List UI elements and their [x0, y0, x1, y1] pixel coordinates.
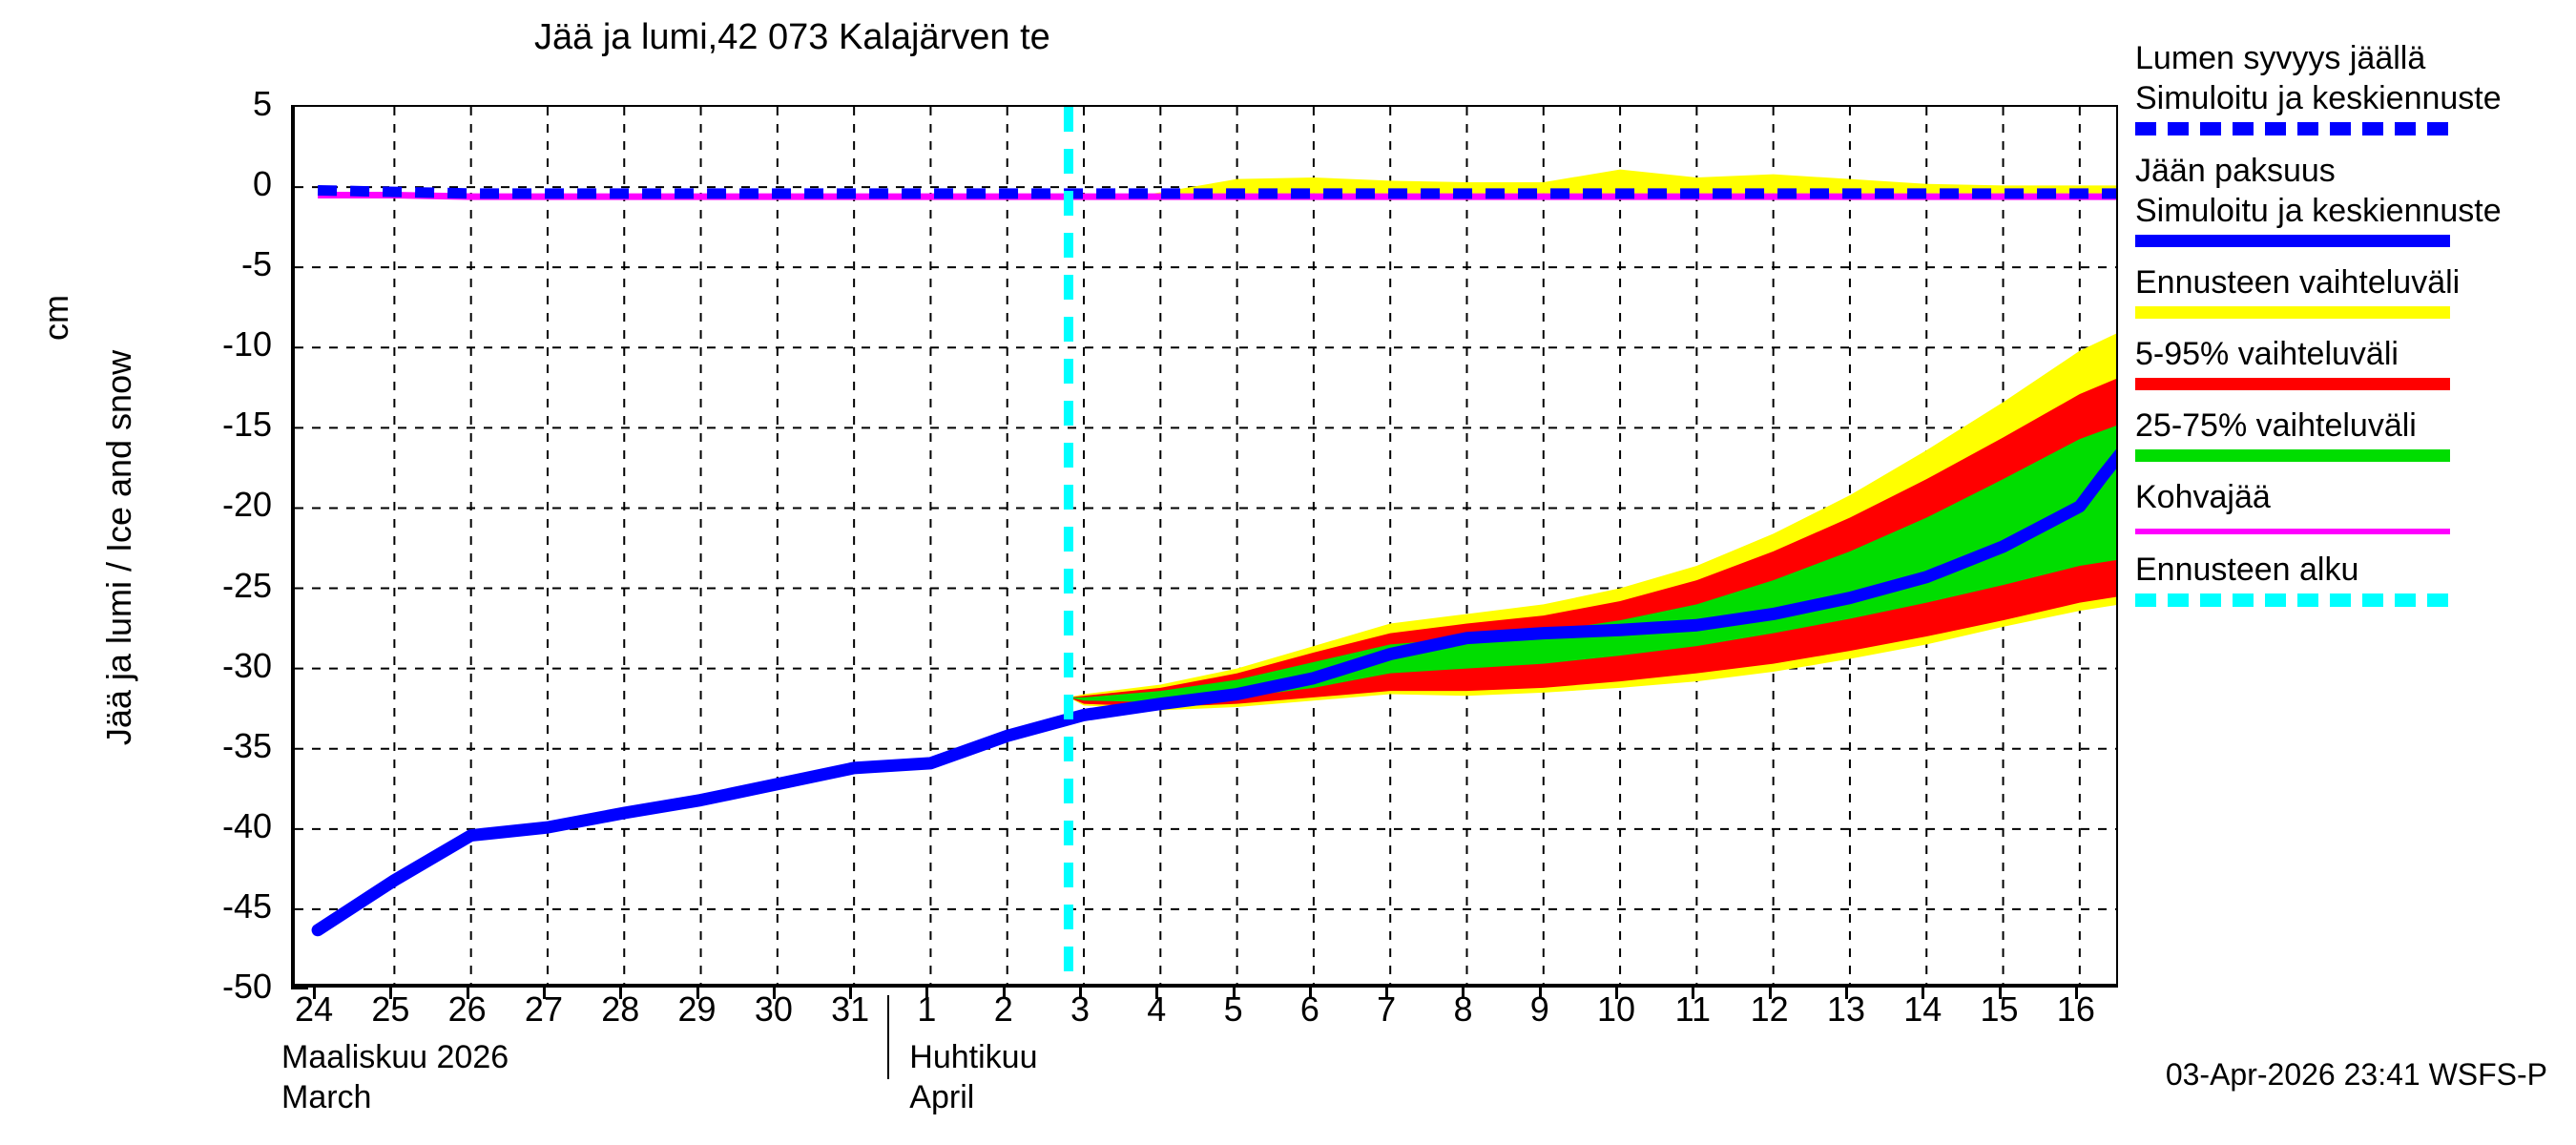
x-tick-mark	[1615, 988, 1619, 999]
legend-swatch	[2135, 306, 2450, 319]
legend-swatch	[2135, 449, 2450, 462]
chart-canvas	[295, 107, 2116, 984]
y-tick-label: -30	[221, 645, 272, 685]
x-tick-mark	[619, 988, 623, 999]
band-25-75% vaihteluväli	[1068, 426, 2116, 702]
x-tick-mark	[1768, 988, 1772, 999]
chart-legend: Lumen syvyys jäällä Simuloitu ja keskienn…	[2135, 38, 2576, 622]
legend-item-title: Kohvajää	[2135, 479, 2271, 515]
legend-item-title: Lumen syvyys jäällä	[2135, 40, 2426, 76]
x-tick-label: 3	[1070, 989, 1091, 1029]
x-tick-mark	[1922, 988, 1925, 999]
month1-en: March	[281, 1079, 372, 1115]
y-tick-label: -35	[221, 725, 272, 765]
legend-swatch	[2135, 235, 2450, 247]
x-tick-mark	[542, 988, 546, 999]
month-label-april: Huhtikuu April	[909, 1037, 1037, 1117]
legend-item: 25-75% vaihteluväli	[2135, 406, 2576, 462]
y-tick-label: -10	[221, 324, 272, 364]
legend-item: Jään paksuus Simuloitu ja keskiennuste	[2135, 151, 2576, 247]
legend-item: Kohvajää	[2135, 477, 2576, 534]
x-tick-mark	[1155, 988, 1159, 999]
x-tick-label: 4	[1147, 989, 1167, 1029]
footer-timestamp: 03-Apr-2026 23:41 WSFS-P	[2165, 1057, 2547, 1092]
y-tick-label: -5	[240, 244, 272, 284]
x-tick-mark	[1232, 988, 1236, 999]
x-tick-mark	[1462, 988, 1465, 999]
legend-swatch	[2135, 529, 2450, 534]
y-tick-label: -15	[221, 405, 272, 445]
x-tick-mark	[1998, 988, 2002, 999]
band-5-95% vaihteluväli	[1068, 379, 2116, 707]
legend-swatch	[2135, 122, 2450, 135]
legend-item: Ennusteen alku	[2135, 550, 2576, 607]
x-tick-mark	[1538, 988, 1542, 999]
x-tick-label: 6	[1299, 989, 1319, 1029]
band-Lumen vaihteluväli (yläreuna)	[1153, 169, 2116, 194]
month1-fi: Maaliskuu 2026	[281, 1039, 509, 1075]
y-tick-label: -45	[221, 885, 272, 926]
y-tick-label: -25	[221, 565, 272, 605]
x-tick-mark	[1844, 988, 1848, 999]
y-tick-label: -50	[221, 967, 272, 1006]
x-tick-label: 1	[917, 989, 937, 1029]
x-tick-mark	[1385, 988, 1389, 999]
legend-item-title: Jään paksuus	[2135, 153, 2336, 189]
x-tick-mark	[2074, 988, 2078, 999]
legend-item: Lumen syvyys jäällä Simuloitu ja keskienn…	[2135, 38, 2576, 135]
snow-depth-line	[317, 184, 2116, 199]
x-tick-mark	[1002, 988, 1006, 999]
legend-item-title: Ennusteen alku	[2135, 552, 2359, 588]
y-axis-unit: cm	[36, 294, 75, 341]
legend-item-subtitle: Simuloitu ja keskiennuste	[2135, 80, 2502, 116]
x-tick-mark	[313, 988, 317, 999]
legend-item-subtitle: Simuloitu ja keskiennuste	[2135, 193, 2502, 229]
x-tick-mark	[925, 988, 929, 999]
legend-item-title: Ennusteen vaihteluväli	[2135, 264, 2461, 301]
uncertainty-bands	[1068, 169, 2116, 711]
legend-item: 5-95% vaihteluväli	[2135, 334, 2576, 390]
x-tick-mark	[1308, 988, 1312, 999]
x-tick-label: 8	[1453, 989, 1473, 1029]
x-tick-mark	[1692, 988, 1695, 999]
month-label-march: Maaliskuu 2026 March	[281, 1037, 509, 1117]
y-tick-label: 0	[252, 164, 272, 204]
x-tick-mark	[849, 988, 853, 999]
y-tick-label: 5	[252, 84, 272, 123]
x-tick-mark	[466, 988, 469, 999]
x-tick-label: 2	[993, 989, 1013, 1029]
legend-swatch	[2135, 378, 2450, 390]
legend-item: Ennusteen vaihteluväli	[2135, 262, 2576, 319]
legend-swatch	[2135, 593, 2450, 607]
y-tick-label: -20	[221, 485, 272, 525]
legend-item-title: 5-95% vaihteluväli	[2135, 336, 2399, 372]
y-axis-title: Jää ja lumi / Ice and snow	[99, 349, 138, 745]
month2-en: April	[909, 1079, 975, 1115]
x-tick-mark	[696, 988, 699, 999]
x-tick-label: 5	[1223, 989, 1243, 1029]
y-tick-mark	[291, 987, 308, 989]
x-tick-label: 7	[1377, 989, 1397, 1029]
x-tick-label: 9	[1529, 989, 1549, 1029]
x-tick-mark	[772, 988, 776, 999]
ice-thickness-line	[311, 448, 2116, 937]
plot-area	[291, 105, 2118, 988]
month2-fi: Huhtikuu	[909, 1039, 1038, 1075]
x-tick-mark	[389, 988, 393, 999]
month-separator	[887, 995, 890, 1079]
legend-item-title: 25-75% vaihteluväli	[2135, 407, 2417, 444]
y-tick-label: -40	[221, 805, 272, 845]
page-title: Jää ja lumi,42 073 Kalajärven te	[534, 17, 1050, 57]
x-tick-mark	[1079, 988, 1083, 999]
